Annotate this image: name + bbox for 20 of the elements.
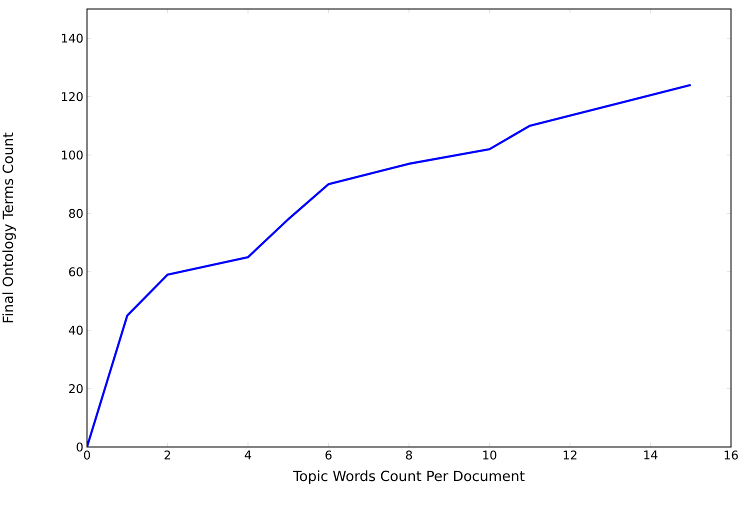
x-tick-label: 12 bbox=[564, 450, 576, 460]
y-tick-label: 0 bbox=[76, 442, 83, 452]
y-tick-label: 60 bbox=[69, 267, 83, 276]
y-tick-label: 20 bbox=[69, 384, 83, 394]
y-tick-label: 40 bbox=[68, 326, 83, 335]
line-series bbox=[87, 84, 692, 447]
x-tick-label: 4 bbox=[244, 450, 252, 460]
x-tick-label: 16 bbox=[724, 450, 738, 460]
x-axis-title: Topic Words Count Per Document bbox=[293, 470, 525, 484]
y-axis-title: Final Ontology Terms Count bbox=[2, 132, 16, 322]
x-tick-label: 2 bbox=[164, 450, 170, 460]
x-tick-label: 10 bbox=[483, 450, 496, 460]
y-tick-label: 120 bbox=[62, 92, 83, 102]
y-tick-label: 80 bbox=[69, 208, 83, 218]
y-tick-label: 100 bbox=[62, 150, 83, 160]
x-tick-label: 8 bbox=[406, 450, 412, 460]
y-tick-label: 140 bbox=[62, 34, 83, 43]
x-tick-label: 14 bbox=[644, 450, 658, 460]
x-tick-label: 6 bbox=[326, 450, 332, 460]
x-tick-label: 0 bbox=[84, 450, 90, 460]
